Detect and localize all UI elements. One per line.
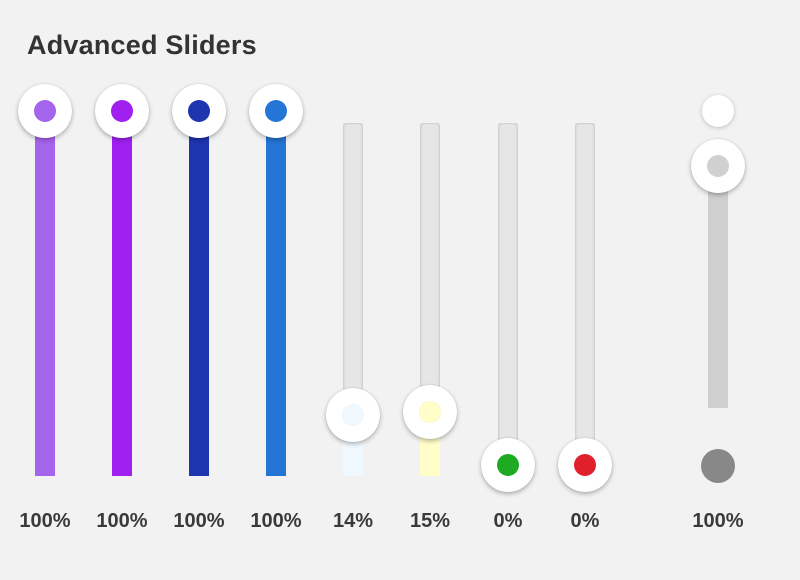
slider-thumb[interactable] (95, 84, 149, 138)
slider-thumb[interactable] (691, 139, 745, 193)
slider-thumb[interactable] (18, 84, 72, 138)
slider-thumb-dot (707, 155, 729, 177)
slider-track[interactable] (498, 123, 518, 476)
range-top-handle[interactable] (702, 95, 734, 127)
slider-value-label: 100% (250, 510, 302, 532)
slider-thumb[interactable] (403, 384, 457, 439)
slider-thumb-dot (419, 400, 441, 423)
slider-thumb-dot (265, 100, 287, 122)
slider-2[interactable]: 100% (92, 0, 152, 580)
slider-value-label: 100% (19, 510, 71, 532)
slider-value-label: 14% (332, 510, 374, 532)
slider-value-label: 100% (692, 510, 744, 532)
slider-fill (35, 111, 55, 476)
range-bottom-handle[interactable] (701, 449, 735, 483)
slider-thumb-dot (111, 100, 133, 122)
slider-7[interactable]: 0% (478, 0, 538, 580)
slider-value-label: 100% (96, 510, 148, 532)
slider-thumb-dot (34, 100, 56, 122)
slider-thumb[interactable] (249, 84, 303, 138)
slider-thumb[interactable] (326, 388, 380, 443)
slider-fill (112, 111, 132, 476)
slider-value-label: 0% (570, 510, 600, 532)
slider-thumb-dot (574, 454, 596, 476)
slider-track[interactable] (575, 123, 595, 476)
slider-thumb[interactable] (481, 438, 535, 492)
slider-special[interactable]: 100% (688, 0, 748, 580)
slider-3[interactable]: 100% (169, 0, 229, 580)
slider-5[interactable]: 14% (323, 0, 383, 580)
slider-4[interactable]: 100% (246, 0, 306, 580)
slider-fill (266, 111, 286, 476)
slider-track[interactable] (708, 165, 728, 408)
slider-8[interactable]: 0% (555, 0, 615, 580)
slider-6[interactable]: 15% (400, 0, 460, 580)
slider-thumb[interactable] (172, 84, 226, 138)
slider-thumb-dot (342, 404, 364, 427)
slider-thumb-dot (188, 100, 210, 122)
slider-value-label: 100% (173, 510, 225, 532)
slider-1[interactable]: 100% (15, 0, 75, 580)
slider-value-label: 0% (493, 510, 523, 532)
page-title: Advanced Sliders (27, 30, 257, 60)
slider-thumb-dot (497, 454, 519, 476)
slider-thumb[interactable] (558, 438, 612, 492)
slider-fill (189, 111, 209, 476)
slider-value-label: 15% (409, 510, 451, 532)
slider-track[interactable] (343, 123, 363, 476)
